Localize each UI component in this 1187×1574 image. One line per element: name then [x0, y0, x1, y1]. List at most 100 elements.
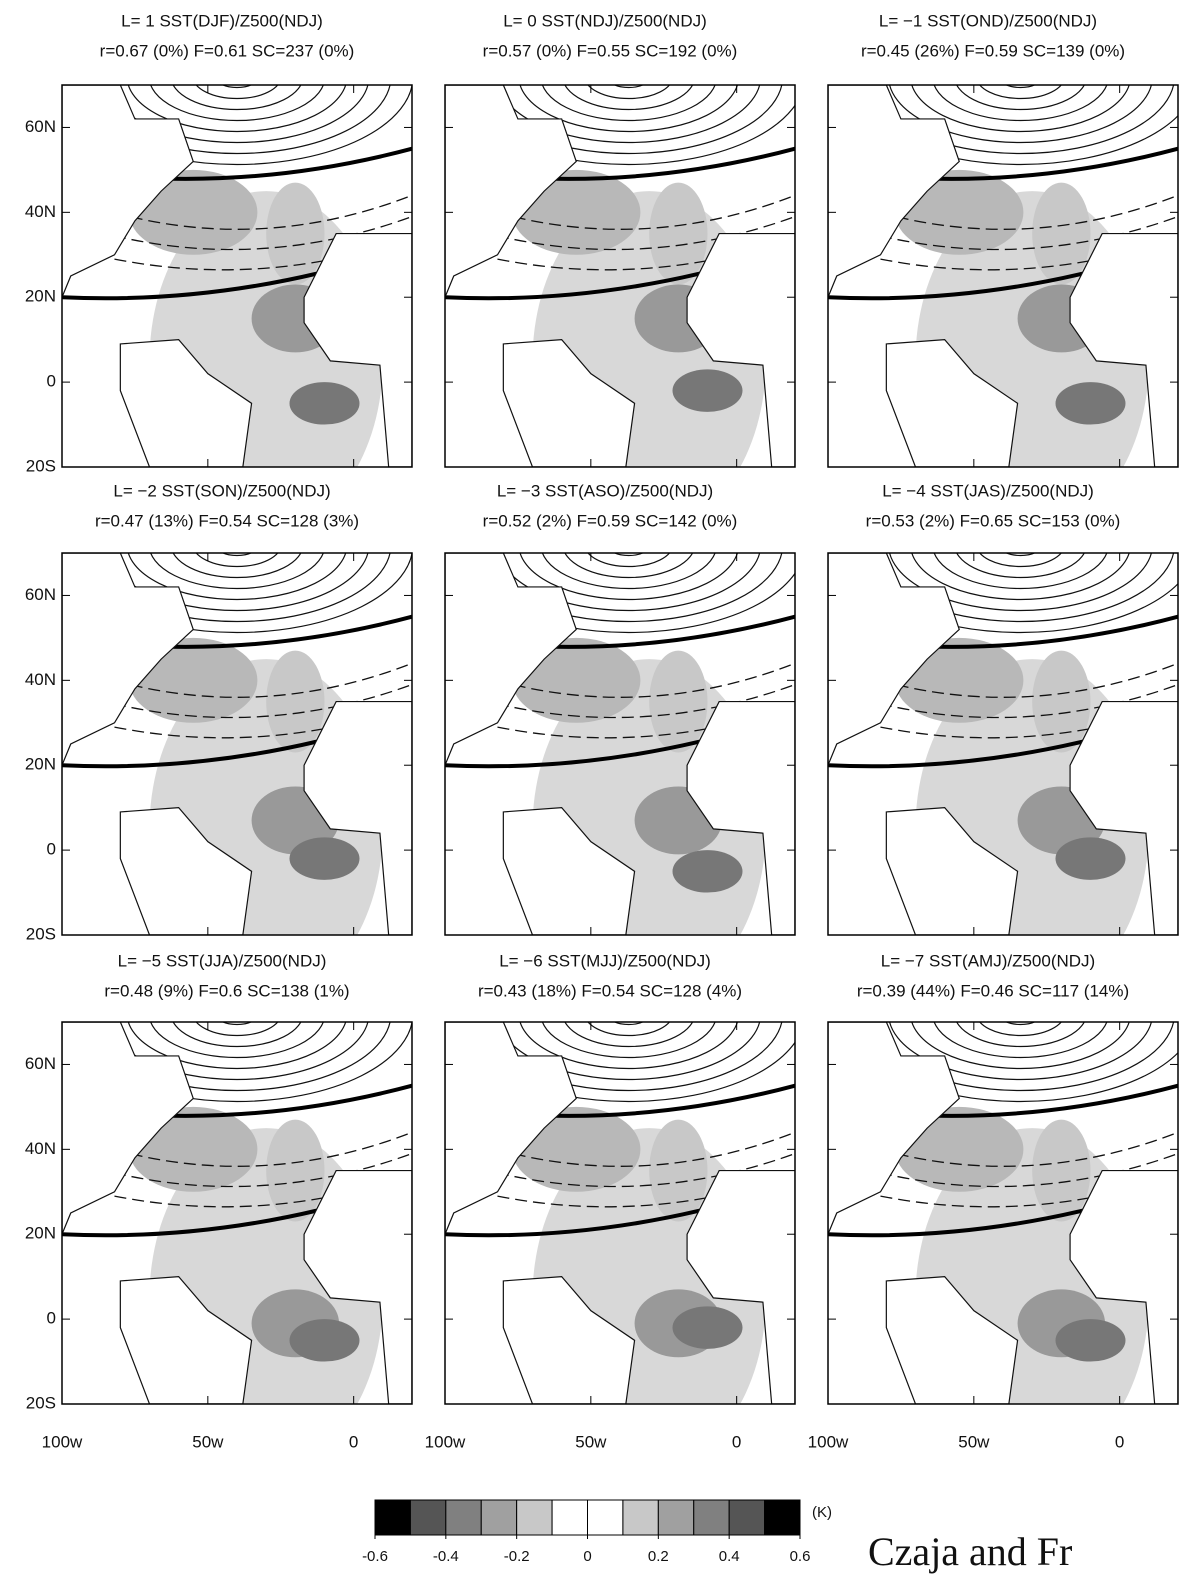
coastline — [62, 85, 194, 298]
coastline — [502, 1276, 636, 1404]
x-tick-label: 0 — [1115, 1432, 1124, 1451]
z500-contour — [888, 553, 1153, 612]
negative-contour — [62, 662, 412, 698]
z500-contour — [497, 85, 761, 144]
z500-contour — [911, 85, 1130, 133]
z500-contour — [83, 85, 391, 155]
y-tick-label: 40N — [25, 1139, 56, 1158]
z500-contour — [587, 85, 671, 100]
sst-shade — [1032, 650, 1091, 753]
coastline — [62, 553, 194, 766]
sst-shade — [649, 1119, 708, 1222]
negative-contour — [445, 1131, 795, 1167]
z500-contour — [475, 1022, 783, 1092]
z500-contour — [587, 1022, 671, 1037]
y-tick-label: 0 — [47, 372, 56, 391]
coastline — [686, 1169, 795, 1404]
z500-contour — [979, 553, 1062, 568]
z500-contour — [933, 1022, 1108, 1059]
y-tick-label: 60N — [25, 585, 56, 604]
z500-contour — [195, 553, 279, 568]
z500-contour — [62, 85, 412, 166]
coastline — [303, 1169, 412, 1404]
z500-contour — [1005, 553, 1036, 557]
negative-contour — [62, 215, 412, 251]
colorbar-tick-label: -0.4 — [433, 1548, 459, 1565]
z500-contour — [541, 85, 716, 122]
z500-contour — [888, 85, 1153, 144]
z500-contour — [497, 553, 761, 612]
sst-shade — [672, 1306, 743, 1349]
coastline — [62, 1022, 194, 1235]
colorbar-tick-label: 0.4 — [719, 1548, 740, 1565]
x-tick-label: 0 — [732, 1432, 741, 1451]
negative-contour — [62, 1152, 412, 1188]
z500-contour — [221, 553, 253, 557]
map — [445, 553, 795, 935]
panel-frame — [444, 552, 796, 936]
z500-contour — [956, 553, 1085, 579]
panel-frame — [61, 84, 413, 468]
z500-contour — [105, 553, 369, 612]
z500-contour — [83, 1022, 391, 1092]
negative-contour — [445, 662, 795, 698]
coastline — [1069, 232, 1178, 467]
negative-contour — [828, 683, 1178, 719]
sst-shade — [1055, 382, 1126, 425]
z500-contour — [844, 553, 1178, 634]
z500-contour — [1005, 1022, 1036, 1026]
panel-stats: r=0.53 (2%) F=0.65 SC=153 (0%) — [866, 511, 1121, 530]
panel-title: L= −3 SST(ASO)/Z500(NDJ) — [497, 481, 713, 500]
coastline — [445, 1022, 577, 1235]
z500-contour — [62, 1022, 412, 1103]
colorbar-box — [445, 1499, 482, 1536]
z500-contour — [83, 553, 391, 623]
colorbar-box — [587, 1499, 624, 1536]
coastline — [303, 700, 412, 935]
z500-contour — [519, 553, 739, 601]
sst-shade — [1055, 837, 1126, 880]
coastline — [445, 85, 577, 298]
panel-frame — [61, 1021, 413, 1405]
z500-contour — [844, 85, 1178, 166]
z500-contour — [564, 1022, 694, 1048]
y-tick-label: 0 — [47, 840, 56, 859]
z500-contour — [956, 85, 1085, 111]
z500-contour — [519, 1022, 739, 1070]
coastline — [303, 232, 412, 467]
panel-title: L= −1 SST(OND)/Z500(NDJ) — [879, 11, 1097, 30]
y-tick-label: 20N — [25, 287, 56, 306]
z500-contour — [150, 85, 324, 122]
negative-contour — [828, 194, 1178, 230]
panel-frame — [444, 1021, 796, 1405]
panel-frame — [61, 552, 413, 936]
z500-contour — [613, 553, 645, 557]
coastline — [885, 807, 1019, 935]
colorbar-tick-label: -0.6 — [362, 1548, 388, 1565]
z500-contour — [150, 553, 324, 590]
coastline — [885, 1276, 1019, 1404]
negative-contour — [445, 1152, 795, 1188]
negative-contour — [62, 194, 412, 230]
panel-title: L= 0 SST(NDJ)/Z500(NDJ) — [503, 11, 707, 30]
colorbar-box — [764, 1499, 801, 1536]
map — [62, 85, 412, 467]
x-tick-label: 100w — [42, 1432, 83, 1451]
x-tick-label: 100w — [808, 1432, 849, 1451]
y-tick-label: 20S — [26, 924, 56, 943]
z500-contour — [453, 1022, 795, 1103]
z500-contour — [105, 1022, 369, 1081]
y-tick-label: 20S — [26, 456, 56, 475]
z500-contour — [979, 1022, 1062, 1037]
colorbar-box — [693, 1499, 730, 1536]
colorbar-box — [374, 1499, 411, 1536]
map — [62, 553, 412, 935]
z500-contour — [127, 1022, 347, 1070]
z500-contour — [956, 1022, 1085, 1048]
z500-contour — [979, 85, 1062, 100]
panel-frame — [827, 552, 1179, 936]
z500-contour — [613, 85, 645, 89]
panel-stats: r=0.57 (0%) F=0.55 SC=192 (0%) — [483, 41, 738, 60]
z500-contour — [475, 553, 783, 623]
